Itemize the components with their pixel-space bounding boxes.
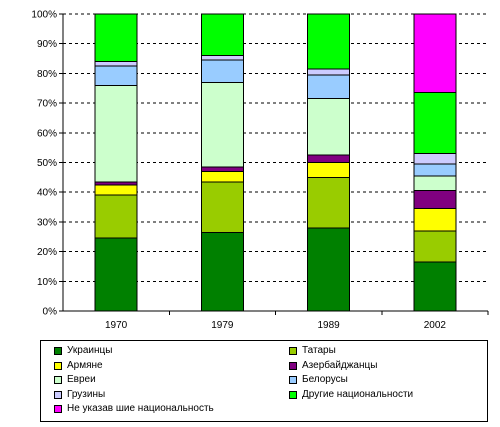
bar-segment [413,13,457,94]
bar-segment [94,13,138,63]
legend-item: Не указав шие национальность [54,403,214,415]
legend-label: Украинцы [67,345,113,356]
bar-segment [200,166,244,172]
bar-segment [307,176,351,229]
legend-item: Белорусы [289,374,348,386]
legend-item: Армяне [54,360,103,372]
bar-segment [200,170,244,183]
bar-segment [307,74,351,100]
bar-segment [413,92,457,155]
bar-segment [94,84,138,183]
y-tick-label: 70% [37,99,57,110]
bar-segment [413,190,457,210]
x-tick-label: 1979 [211,320,234,331]
bar-segment [413,230,457,263]
bar-segment [307,227,351,312]
bar-segment [200,231,244,312]
legend-item: Евреи [54,374,96,386]
legend-swatch [289,347,297,355]
y-tick-label: 40% [37,188,57,199]
legend-label: Белорусы [302,374,348,385]
legend-item: Другие национальности [289,389,413,401]
legend-item: Грузины [54,389,105,401]
bar-segment [307,154,351,163]
legend-label: Другие национальности [302,388,414,400]
bar-segment [413,163,457,177]
legend-label: Татары [302,345,336,356]
bar-segment [307,98,351,156]
legend-swatch [289,361,297,370]
bar-segment [200,59,244,83]
legend-swatch [54,347,62,355]
legend-label: Евреи [67,374,96,385]
bar-segment [413,153,457,165]
legend-label: Грузины [67,388,106,400]
bar-segment [307,13,351,70]
bar-segment [200,13,244,57]
bar-segment [413,208,457,232]
legend-item: Азербайджанцы [289,360,377,372]
legend-label: Армяне [67,359,103,371]
y-tick-label: 30% [37,217,57,228]
bar-segment [200,55,244,61]
bar-segment [94,184,138,196]
legend-swatch [54,361,62,370]
x-tick-label: 1989 [318,320,341,331]
y-tick-label: 10% [37,277,57,288]
x-tick-label: 1970 [105,320,128,331]
y-tick-label: 80% [37,69,57,80]
legend-label: Азербайджанцы [302,359,378,371]
bar-segment [94,237,138,312]
legend-swatch [289,376,297,384]
y-tick-label: 60% [37,128,57,139]
legend-swatch [54,405,62,413]
bar-segment [413,261,457,312]
bar-segment [200,81,244,168]
legend-item: Украинцы [54,345,112,357]
legend-swatch [54,376,62,384]
bar-segment [413,175,457,192]
legend-item: Татары [289,345,336,357]
bar-segment [94,61,138,67]
y-tick-label: 100% [31,10,57,21]
bar-segment [307,162,351,178]
legend-label: Не указав шие национальность [67,403,214,414]
bar-segment [200,181,244,233]
y-tick-label: 50% [37,158,57,169]
y-tick-label: 0% [43,307,58,318]
bar-segment [307,68,351,76]
x-tick-label: 2002 [424,320,447,331]
y-tick-label: 20% [37,247,57,258]
legend-swatch [289,390,297,399]
y-tick-label: 90% [37,39,57,50]
legend: Украинцы Татары Армяне Азербайджанцы Евреи Бе… [40,340,488,422]
bar-segment [94,194,138,239]
legend-swatch [54,390,62,399]
stacked-bar-chart: 0% 10% 20% 30% 40% 50% 60% 70% 80% 90% 100% 1970 197… [31,10,489,331]
bar-segment [94,65,138,86]
